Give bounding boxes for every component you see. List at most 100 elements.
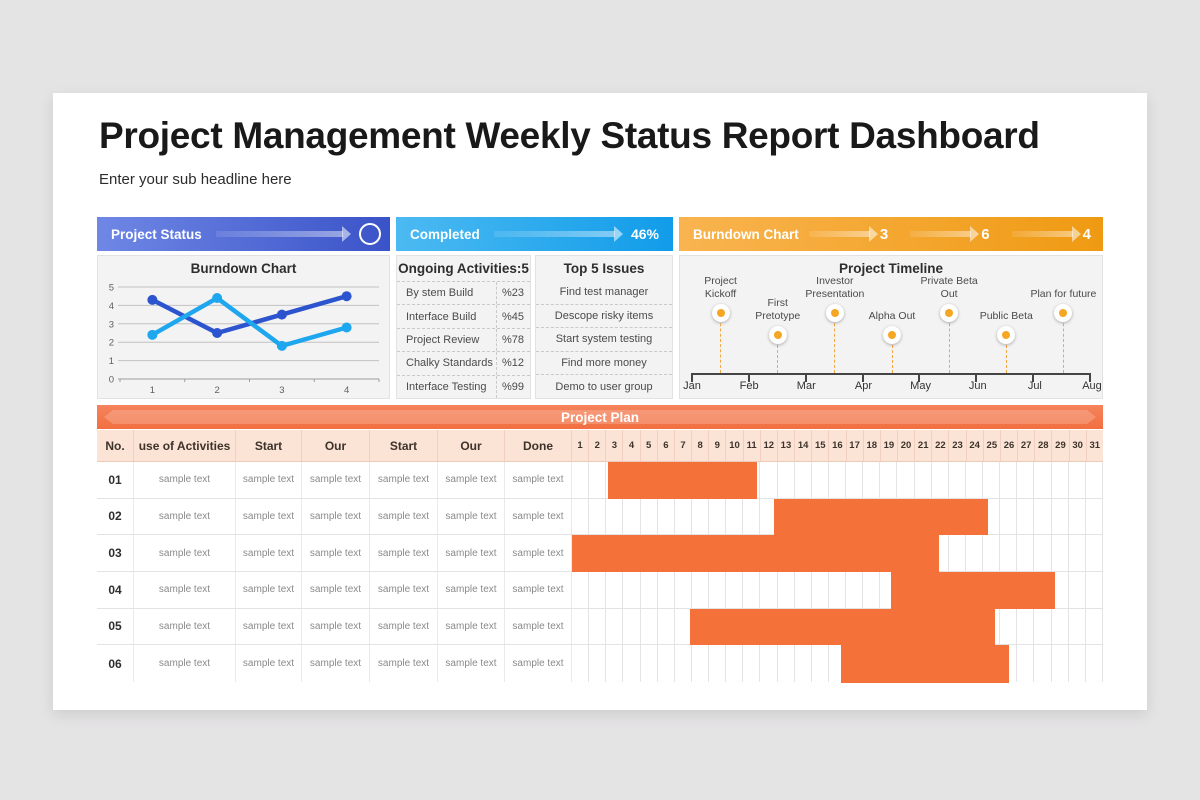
- milestone-dot-icon: [888, 331, 896, 339]
- gantt-cell: [692, 645, 709, 682]
- burndown-value-segment: 4: [1002, 217, 1103, 251]
- gantt-bar: [840, 645, 1009, 683]
- gantt-cell: [1069, 498, 1086, 535]
- row-cell: sample text: [302, 498, 370, 535]
- activity-item: Interface Testing %99: [397, 374, 530, 399]
- table-row: 03 sample text sample text sample text sampl…: [97, 535, 1103, 572]
- day-header-cell: 7: [675, 430, 693, 461]
- row-cell: sample text: [370, 462, 438, 498]
- gantt-cell: [863, 462, 881, 498]
- row-cell: sample text: [236, 608, 302, 645]
- activity-item: Chalky Standards %12: [397, 351, 530, 375]
- double-arrow-icon: [113, 410, 1087, 424]
- gantt-cell: [743, 645, 761, 682]
- milestone-dashed-line: [1005, 335, 1007, 373]
- gantt-cell: [589, 645, 607, 682]
- row-cell: sample text: [438, 571, 505, 608]
- gantt-cell: [641, 645, 658, 682]
- gantt-cell: [658, 571, 675, 608]
- month-label: May: [910, 380, 931, 392]
- milestone-badge: [1054, 304, 1073, 322]
- day-header-cell: 26: [1001, 430, 1019, 461]
- gantt-cell: [1017, 535, 1035, 571]
- gantt-cell: [1069, 608, 1086, 645]
- project-plan-title: Project Plan: [560, 409, 640, 425]
- day-header-cell: 30: [1070, 430, 1087, 461]
- gantt-cell: [1034, 645, 1052, 682]
- gantt-cell: [675, 645, 692, 682]
- month-label: Mar: [796, 380, 816, 392]
- gantt-grid: [572, 571, 1103, 609]
- row-number: 06: [97, 645, 134, 682]
- project-timeline-title: Project Timeline: [838, 261, 944, 276]
- arrow-right-icon: [1011, 231, 1073, 237]
- row-cell: sample text: [370, 645, 438, 682]
- gantt-cell: [1000, 462, 1018, 498]
- row-cell: sample text: [236, 498, 302, 535]
- burndown-chart-panel: Burndown Chart 0 1 2 3 4 5 1 2 3 4: [97, 255, 390, 399]
- issue-item: Demo to user group: [555, 380, 653, 393]
- axis-tick: [1032, 373, 1035, 382]
- day-header-cell: 22: [932, 430, 950, 461]
- completed-value: 46%: [630, 226, 659, 242]
- gantt-cell: [726, 571, 744, 608]
- milestone-dashed-line: [777, 335, 779, 373]
- gantt-cell: [658, 608, 675, 645]
- page-subtitle: Enter your sub headline here: [99, 171, 292, 188]
- arrow-right-icon: [808, 231, 870, 237]
- gantt-cell: [572, 462, 590, 498]
- row-cell: sample text: [134, 462, 236, 498]
- day-header-cell: 2: [589, 430, 607, 461]
- gantt-cell: [760, 462, 778, 498]
- gantt-cell: [658, 645, 675, 682]
- activity-label: Project Review: [406, 334, 480, 347]
- completed-bar: Completed 46%: [396, 217, 673, 251]
- gantt-cell: [760, 571, 778, 608]
- gantt-cell: [726, 498, 744, 535]
- slide-card: Project Management Weekly Status Report …: [53, 93, 1147, 710]
- gantt-cell: [1017, 462, 1035, 498]
- gantt-cell: [1052, 645, 1069, 682]
- gantt-cell: [1086, 645, 1103, 682]
- burndown-header-values: 3 6 4: [799, 217, 1103, 251]
- day-header-cell: 10: [726, 430, 744, 461]
- column-header: Done: [505, 430, 572, 461]
- gantt-bar: [690, 608, 996, 646]
- row-cell: sample text: [134, 535, 236, 571]
- column-header: Our: [438, 430, 505, 461]
- arrow-right-icon: [910, 231, 972, 237]
- row-cell: sample text: [236, 645, 302, 682]
- row-cell: sample text: [134, 608, 236, 645]
- row-cell: sample text: [505, 645, 572, 682]
- axis-tick: [861, 373, 864, 382]
- gantt-cell: [915, 462, 932, 498]
- day-header-cell: 15: [812, 430, 830, 461]
- axis-tick: [918, 373, 921, 382]
- top-issues-list: Find test manager Descope risky items Star…: [536, 281, 672, 398]
- day-header-cell: 23: [949, 430, 967, 461]
- row-cell: sample text: [505, 498, 572, 535]
- day-header-cell: 29: [1052, 430, 1070, 461]
- header-bars: Project Status Completed 46% Burndown Ch…: [97, 217, 1103, 251]
- row-cell: sample text: [302, 645, 370, 682]
- gantt-cell: [829, 571, 846, 608]
- project-status-label: Project Status: [111, 226, 202, 242]
- row-cell: sample text: [370, 535, 438, 571]
- row-cell: sample text: [438, 535, 505, 571]
- gantt-cell: [932, 462, 949, 498]
- day-header-cell: 24: [967, 430, 984, 461]
- row-number: 02: [97, 498, 134, 535]
- month-label: Feb: [739, 380, 759, 392]
- ongoing-activities-panel: Ongoing Activities:5 By stem Build %23 Int…: [396, 255, 531, 399]
- day-header-cell: 9: [709, 430, 727, 461]
- milestone-dot-icon: [716, 309, 725, 317]
- gantt-cell: [863, 571, 881, 608]
- day-header-cell: 25: [984, 430, 1001, 461]
- gantt-cell: [709, 498, 727, 535]
- gantt-cell: [743, 498, 761, 535]
- gantt-cell: [1086, 571, 1103, 608]
- gantt-cell: [1034, 608, 1052, 645]
- row-cell: sample text: [236, 571, 302, 608]
- burndown-value: 3: [879, 225, 889, 243]
- axis-tick: [1089, 373, 1091, 382]
